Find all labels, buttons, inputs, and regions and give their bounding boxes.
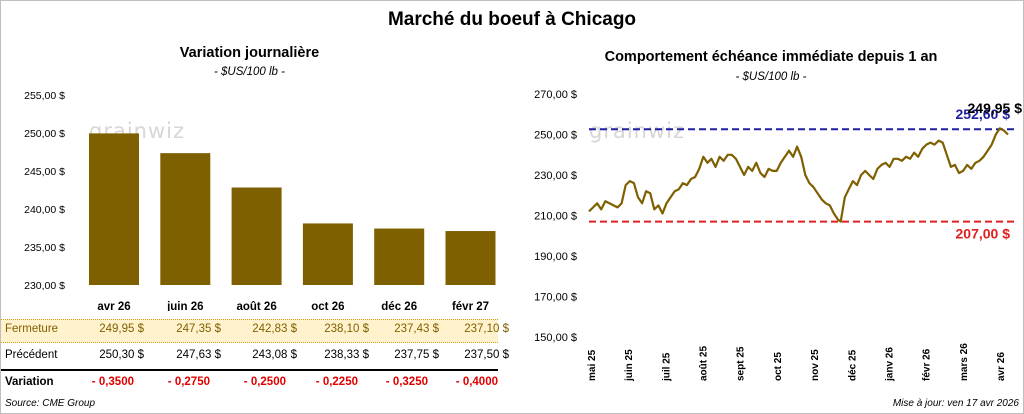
variation-cell: - 0,2750 [167, 376, 210, 388]
line-y-axis: 150,00 $ 170,00 $ 190,00 $ 210,00 $ 230,00 $… [534, 89, 577, 344]
line-x-tick-label: janv 26 [884, 347, 895, 382]
left-panel-subtitle: - $US/100 lb - [214, 66, 285, 78]
line-x-tick-label: juin 25 [624, 349, 635, 382]
line-x-tick-label: mars 26 [959, 343, 970, 381]
previous-cell: 250,30 $ [99, 349, 144, 361]
previous-cell: 237,75 $ [394, 349, 439, 361]
closing-cell: 237,10 $ [464, 323, 509, 335]
variation-cell: - 0,2500 [243, 376, 286, 388]
variation-cell: - 0,2250 [315, 376, 358, 388]
right-panel-subtitle: - $US/100 lb - [735, 71, 807, 83]
closing-cell: 242,83 $ [252, 323, 297, 335]
right-line-chart: 150,00 $ 170,00 $ 190,00 $ 210,00 $ 230,00 $… [534, 89, 1023, 382]
max-reference-label: 252,60 $ [956, 106, 1011, 122]
bar [89, 133, 139, 285]
line-y-tick-label: 150,00 $ [534, 332, 577, 344]
previous-cell: 247,63 $ [176, 349, 221, 361]
line-x-axis: mai 25 juin 25 juil 25 août 25 sept 25 oct 25… [587, 343, 1007, 382]
line-x-tick-label: juil 25 [661, 352, 672, 382]
bar-x-tick-label: avr 26 [97, 301, 130, 311]
line-x-tick-label: avr 26 [996, 352, 1007, 381]
previous-cell: 243,08 $ [252, 349, 297, 361]
variation-cell: - 0,3250 [385, 376, 428, 388]
bar [302, 223, 353, 285]
line-x-tick-label: oct 25 [773, 352, 784, 381]
bar-y-axis: 230,00 $ 235,00 $ 240,00 $ 245,00 $ 250,00 $… [24, 90, 65, 292]
bar [231, 187, 282, 285]
updated-note: Mise à jour: ven 17 avr 2026 [892, 398, 1019, 409]
page-title: Marché du boeuf à Chicago [387, 9, 637, 30]
bar-y-tick-label: 255,00 $ [24, 90, 65, 102]
line-y-tick-label: 270,00 $ [534, 89, 577, 101]
line-y-tick-label: 190,00 $ [534, 251, 577, 263]
closing-row-bg [1, 319, 498, 343]
bar [445, 231, 496, 285]
line-y-tick-label: 210,00 $ [534, 211, 577, 223]
bar-y-tick-label: 250,00 $ [24, 128, 65, 140]
line-y-tick-label: 230,00 $ [534, 170, 577, 182]
bar-y-tick-label: 235,00 $ [24, 242, 65, 254]
bar [160, 153, 211, 285]
bar-y-tick-label: 240,00 $ [24, 204, 65, 216]
line-x-tick-label: août 25 [699, 346, 710, 381]
line-x-tick-label: févr 26 [922, 348, 933, 381]
right-panel-title: Comportement échéance immédiate depuis 1… [604, 49, 938, 65]
price-line [588, 127, 1009, 223]
closing-cell: 238,10 $ [324, 323, 369, 335]
line-y-tick-label: 170,00 $ [534, 292, 577, 304]
line-x-tick-label: sept 25 [736, 346, 747, 381]
line-y-tick-label: 250,00 $ [534, 130, 577, 142]
bar-x-axis: avr 26 juin 26 août 26 oct 26 déc 26 févr 27 [97, 301, 489, 311]
line-x-tick-label: nov 25 [810, 349, 821, 381]
bar-x-tick-label: déc 26 [381, 301, 417, 311]
closing-cell: 237,43 $ [394, 323, 439, 335]
bar-series [89, 133, 496, 285]
left-bar-chart: 230,00 $ 235,00 $ 240,00 $ 245,00 $ 250,00 $… [24, 90, 496, 311]
row-label-variation: Variation [5, 376, 54, 388]
previous-cell: 238,33 $ [324, 349, 369, 361]
bar-x-tick-label: oct 26 [311, 301, 344, 311]
variation-cell: - 0,3500 [91, 376, 134, 388]
watermark-right: grainwiz [589, 119, 686, 143]
bar-y-tick-label: 230,00 $ [24, 280, 65, 292]
closing-cell: 249,95 $ [99, 323, 144, 335]
reference-labels: 252,60 $ 207,00 $ 249,95 $ [956, 100, 1023, 241]
bar-x-tick-label: févr 27 [452, 301, 489, 311]
min-reference-label: 207,00 $ [956, 226, 1011, 242]
last-value-label: 249,95 $ [968, 100, 1023, 116]
bar-y-tick-label: 245,00 $ [24, 166, 65, 178]
left-panel-title: Variation journalière [179, 45, 320, 61]
previous-cell: 237,50 $ [464, 349, 509, 361]
table-divider [1, 369, 498, 371]
line-series [588, 127, 1009, 223]
row-label-closing: Fermeture [5, 323, 59, 335]
variation-cell: - 0,4000 [455, 376, 498, 388]
bar-x-tick-label: juin 26 [166, 301, 203, 311]
bar-x-tick-label: août 26 [236, 301, 276, 311]
line-x-tick-label: déc 25 [847, 349, 858, 381]
source-note: Source: CME Group [5, 398, 96, 409]
line-x-tick-label: mai 25 [587, 349, 598, 381]
reference-lines [589, 128, 1016, 223]
row-label-previous: Précédent [5, 349, 58, 361]
bar [374, 228, 425, 285]
closing-cell: 247,35 $ [176, 323, 221, 335]
